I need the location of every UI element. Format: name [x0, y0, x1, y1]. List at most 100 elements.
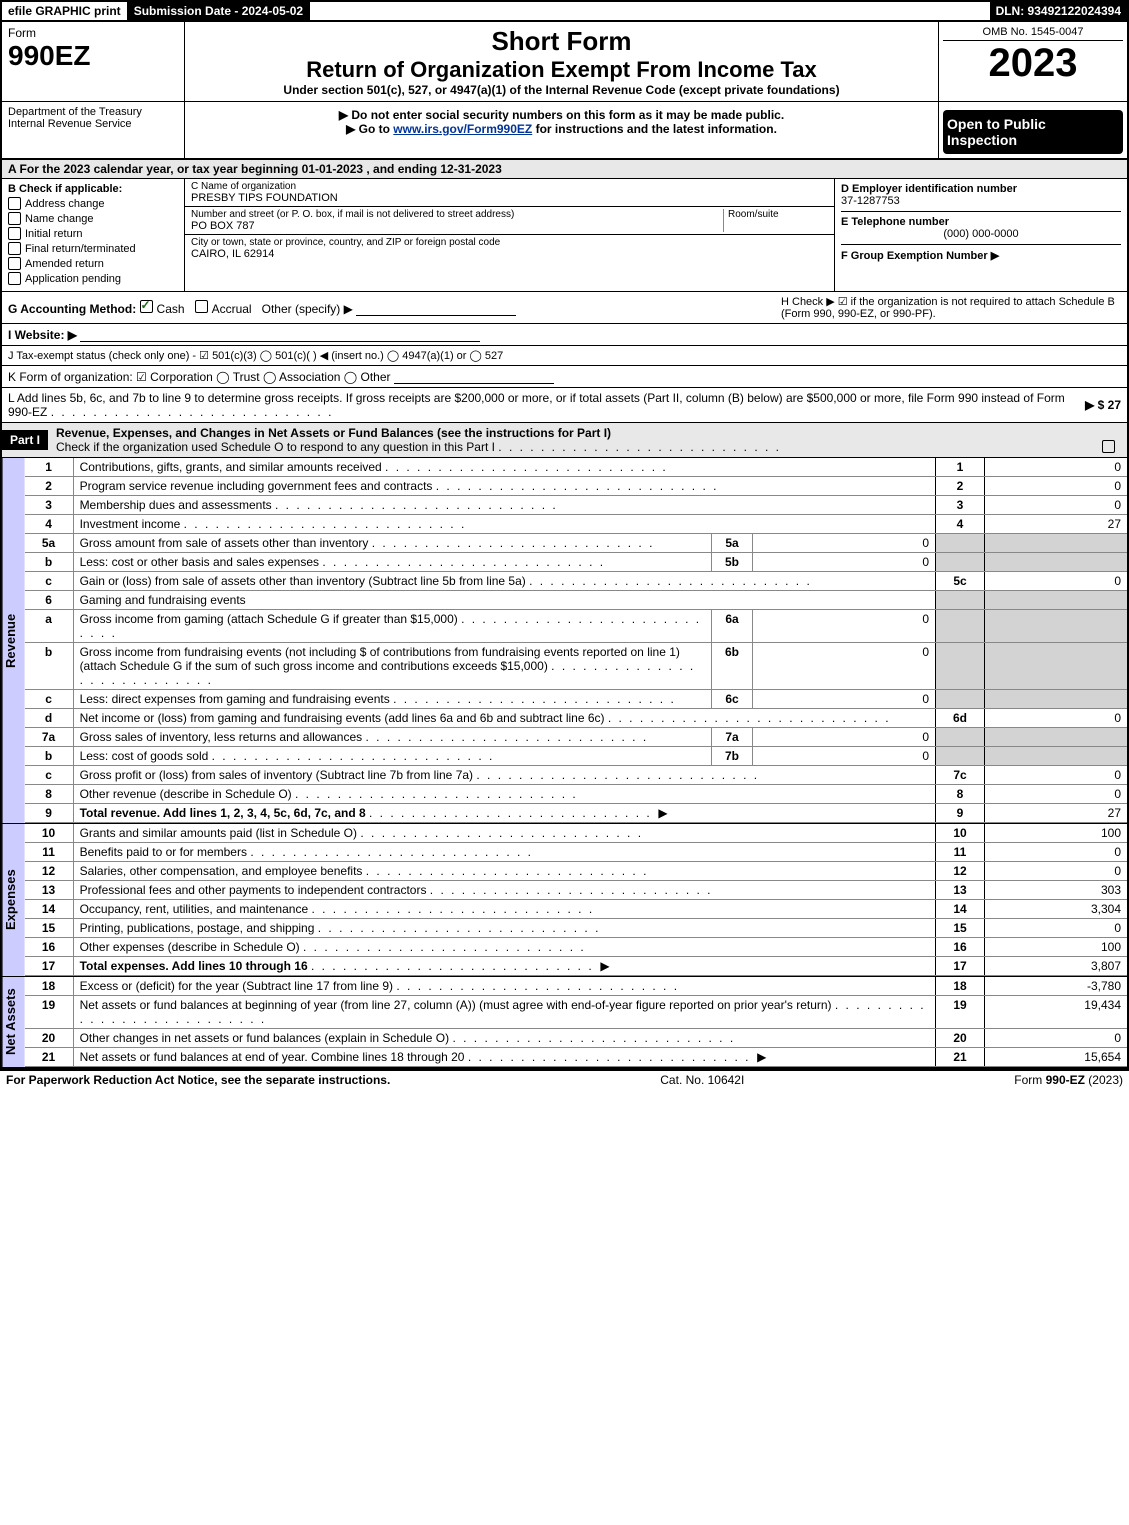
- checkbox-accrual-icon[interactable]: [195, 300, 208, 313]
- line-num-right: 12: [936, 862, 985, 881]
- revenue-table: 1Contributions, gifts, grants, and simil…: [25, 458, 1127, 823]
- ssn-warning: ▶ Do not enter social security numbers o…: [191, 108, 932, 122]
- header-right: OMB No. 1545-0047 2023: [938, 22, 1127, 101]
- footer-center: Cat. No. 10642I: [660, 1073, 744, 1087]
- line-num-right: 15: [936, 919, 985, 938]
- amount: 100: [985, 824, 1128, 843]
- amount: [985, 553, 1128, 572]
- header-row-2: Department of the Treasury Internal Reve…: [0, 101, 1129, 160]
- amount: 0: [985, 572, 1128, 591]
- line-l: L Add lines 5b, 6c, and 7b to line 9 to …: [0, 388, 1129, 423]
- amount: [985, 728, 1128, 747]
- amount: 0: [985, 843, 1128, 862]
- checkbox-item[interactable]: Name change: [8, 212, 178, 225]
- line-desc: Less: direct expenses from gaming and fu…: [73, 690, 711, 709]
- amount: 0: [985, 709, 1128, 728]
- amount: 19,434: [985, 996, 1128, 1029]
- line-desc: Gain or (loss) from sale of assets other…: [73, 572, 935, 591]
- box-b-title: B Check if applicable:: [8, 183, 178, 195]
- efile-print-button[interactable]: efile GRAPHIC print: [2, 2, 128, 20]
- checkbox-label: Application pending: [25, 273, 121, 285]
- side-label-netassets: Net Assets: [2, 977, 25, 1067]
- sub-line-num: 7a: [712, 728, 753, 747]
- line-desc: Professional fees and other payments to …: [73, 881, 935, 900]
- part1-checkbox-icon[interactable]: [1102, 440, 1115, 453]
- tax-year: 2023: [943, 41, 1123, 86]
- form-title: Return of Organization Exempt From Incom…: [189, 57, 934, 83]
- line-num-right: 9: [936, 804, 985, 823]
- line-num-right: 10: [936, 824, 985, 843]
- amount: -3,780: [985, 977, 1128, 996]
- sub-amount: 0: [753, 553, 936, 572]
- amount: [985, 690, 1128, 709]
- table-row: 1Contributions, gifts, grants, and simil…: [25, 458, 1127, 477]
- line-num-right: 7c: [936, 766, 985, 785]
- checkbox-label: Initial return: [25, 228, 82, 240]
- instructions-link[interactable]: www.irs.gov/Form990EZ: [393, 122, 532, 136]
- line-desc: Benefits paid to or for members: [73, 843, 935, 862]
- checkbox-item[interactable]: Address change: [8, 197, 178, 210]
- ein-label: D Employer identification number: [841, 183, 1121, 195]
- part1-header: Part I Revenue, Expenses, and Changes in…: [0, 423, 1129, 458]
- section-a: A For the 2023 calendar year, or tax yea…: [0, 160, 1129, 179]
- amount: 0: [985, 862, 1128, 881]
- website-input[interactable]: [80, 327, 480, 342]
- line-desc: Gross sales of inventory, less returns a…: [73, 728, 711, 747]
- line-g-h: G Accounting Method: Cash Accrual Other …: [0, 292, 1129, 324]
- form-990ez-page: efile GRAPHIC print Submission Date - 20…: [0, 0, 1129, 1089]
- table-row: 19Net assets or fund balances at beginni…: [25, 996, 1127, 1029]
- dept-block: Department of the Treasury Internal Reve…: [2, 102, 185, 158]
- line-num: 17: [25, 957, 74, 976]
- amount: [985, 610, 1128, 643]
- amount: 303: [985, 881, 1128, 900]
- checkbox-item[interactable]: Amended return: [8, 257, 178, 270]
- line-num: 5a: [25, 534, 74, 553]
- opt-cash: Cash: [157, 302, 185, 316]
- goto-line: ▶ Go to www.irs.gov/Form990EZ for instru…: [191, 122, 932, 136]
- table-row: 14Occupancy, rent, utilities, and mainte…: [25, 900, 1127, 919]
- line-num-right: 21: [936, 1048, 985, 1067]
- label-street: Number and street (or P. O. box, if mail…: [191, 209, 723, 220]
- line-num: 20: [25, 1029, 74, 1048]
- line-desc: Gross amount from sale of assets other t…: [73, 534, 711, 553]
- checkbox-item[interactable]: Application pending: [8, 272, 178, 285]
- checkbox-item[interactable]: Initial return: [8, 227, 178, 240]
- line-num-right: 13: [936, 881, 985, 900]
- line-num-right: [936, 690, 985, 709]
- dots-icon: [498, 440, 781, 454]
- footer: For Paperwork Reduction Act Notice, see …: [0, 1069, 1129, 1089]
- table-row: 7aGross sales of inventory, less returns…: [25, 728, 1127, 747]
- sub-amount: 0: [753, 690, 936, 709]
- amount: 3,807: [985, 957, 1128, 976]
- line-num: 4: [25, 515, 74, 534]
- goto-prefix: ▶ Go to: [346, 122, 393, 136]
- line-num-right: [936, 553, 985, 572]
- form-id-block: Form 990EZ: [2, 22, 185, 101]
- table-row: 18Excess or (deficit) for the year (Subt…: [25, 977, 1127, 996]
- line-num-right: [936, 591, 985, 610]
- line-desc: Total revenue. Add lines 1, 2, 3, 4, 5c,…: [73, 804, 935, 823]
- checkbox-icon: [8, 242, 21, 255]
- table-row: cLess: direct expenses from gaming and f…: [25, 690, 1127, 709]
- open-public-badge: Open to Public Inspection: [943, 110, 1123, 154]
- org-other-input[interactable]: [394, 369, 554, 384]
- checkbox-cash-icon[interactable]: [140, 300, 153, 313]
- line-num-right: 3: [936, 496, 985, 515]
- line-num-right: 8: [936, 785, 985, 804]
- amount: 0: [985, 496, 1128, 515]
- line-desc: Gross income from fundraising events (no…: [73, 643, 711, 690]
- table-row: 9Total revenue. Add lines 1, 2, 3, 4, 5c…: [25, 804, 1127, 823]
- dept-irs: Internal Revenue Service: [8, 118, 178, 130]
- checkbox-item[interactable]: Final return/terminated: [8, 242, 178, 255]
- line-num-right: [936, 610, 985, 643]
- line-num: 19: [25, 996, 74, 1029]
- table-row: 20Other changes in net assets or fund ba…: [25, 1029, 1127, 1048]
- other-specify-input[interactable]: [356, 301, 516, 316]
- line-desc: Total expenses. Add lines 10 through 16 …: [73, 957, 935, 976]
- dept-treasury: Department of the Treasury: [8, 106, 178, 118]
- header-notes: ▶ Do not enter social security numbers o…: [185, 102, 938, 158]
- line-num-right: 4: [936, 515, 985, 534]
- line-num-right: 20: [936, 1029, 985, 1048]
- line-num: 2: [25, 477, 74, 496]
- opt-other: Other (specify) ▶: [262, 302, 353, 316]
